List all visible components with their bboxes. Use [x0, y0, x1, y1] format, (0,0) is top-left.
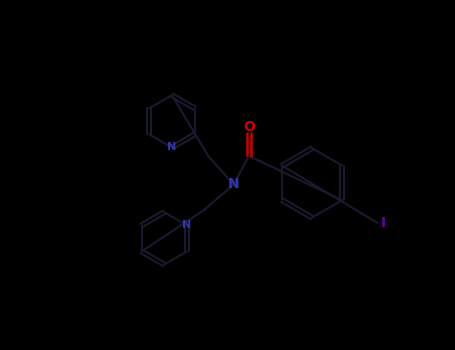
- Text: I: I: [381, 216, 386, 230]
- Text: N: N: [228, 177, 239, 191]
- Text: N: N: [182, 220, 192, 230]
- Text: O: O: [243, 120, 255, 134]
- Text: N: N: [167, 142, 177, 153]
